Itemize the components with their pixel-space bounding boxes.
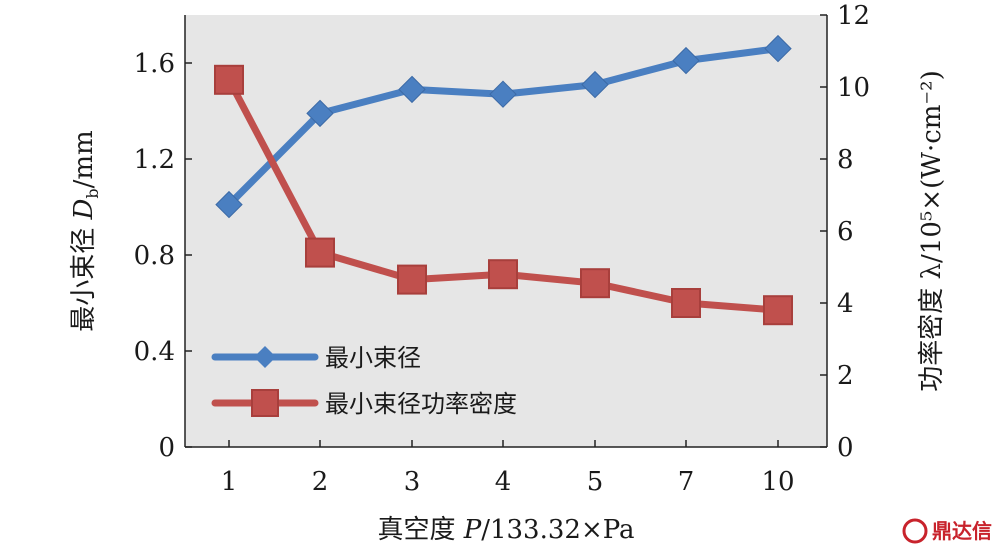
x-tick-label: 10 [761,467,794,497]
series-2 [214,64,793,326]
left-tick-label: 0.4 [134,337,175,367]
x-axis-ticks: 1 2 3 4 5 7 10 [221,440,795,497]
series-2-point [763,295,793,326]
right-axis-ticks: 0 2 4 6 8 10 12 [820,1,870,463]
right-tick-label: 6 [837,217,854,247]
series-2-point [397,264,427,295]
series-1-point [764,34,792,63]
right-y-axis-label: 功率密度 λ/10⁵×(W·cm⁻²) [917,70,947,391]
legend-label-2: 最小束径功率密度 [325,390,517,418]
left-axis-ticks: 0 0.4 0.8 1.2 1.6 [134,49,192,463]
series-2-point [580,268,610,299]
x-tick-label: 2 [312,467,329,497]
series-1-point [306,99,334,128]
legend-marker-2 [251,389,279,417]
plot-background [185,15,827,447]
series-1 [215,34,792,219]
series-2-point [214,64,244,95]
x-axis-label: 真空度 P/133.32×Pa [377,515,634,545]
series-2-point [488,259,518,290]
series-2-point [671,288,701,318]
series-1-point [489,80,517,108]
left-tick-label: 1.6 [134,49,175,79]
x-tick-label: 1 [221,467,238,497]
x-tick-label: 3 [404,467,421,497]
series-layer [214,34,793,326]
series-1-point [581,70,609,99]
right-tick-label: 0 [837,433,854,463]
x-tick-label: 5 [587,467,604,497]
watermark-logo-icon [902,518,928,544]
watermark: 鼎达信 [902,518,992,544]
right-tick-label: 12 [837,1,870,31]
left-tick-label: 1.2 [134,145,175,175]
series-1-point [215,190,243,219]
watermark-text: 鼎达信 [932,519,992,543]
series-1-point [398,75,426,104]
right-tick-label: 8 [837,145,854,175]
series-1-point [672,46,700,75]
left-y-axis-label: 最小束径 Db/mm [69,130,102,331]
legend-label-1: 最小束径 [325,344,421,372]
legend-marker-1 [254,346,276,368]
right-tick-label: 2 [837,361,854,391]
series-2-point [305,237,335,268]
x-tick-label: 7 [678,467,695,497]
right-tick-label: 10 [837,73,870,103]
x-tick-label: 4 [495,467,512,497]
left-tick-label: 0 [158,433,175,463]
right-tick-label: 4 [837,289,854,319]
left-tick-label: 0.8 [134,241,175,271]
